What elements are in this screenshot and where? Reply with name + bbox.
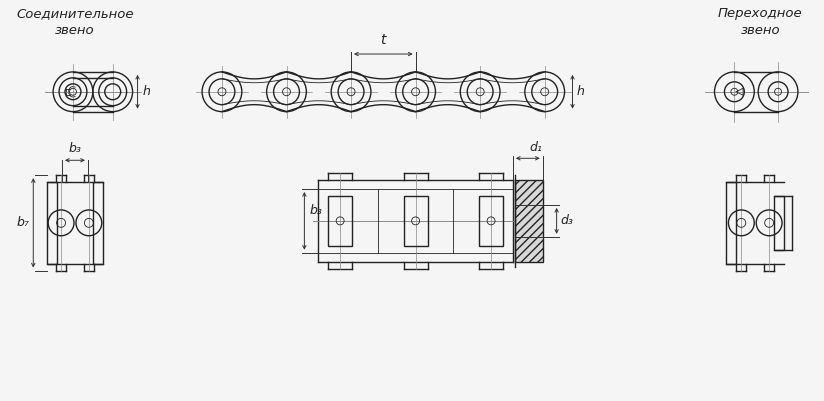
Text: b₃: b₃ (68, 142, 82, 155)
Text: d₃: d₃ (560, 215, 574, 227)
Bar (328, 196, 352, 246)
Bar (515, 180, 543, 261)
Text: t: t (381, 33, 386, 47)
Text: Соединительное
звено: Соединительное звено (16, 7, 133, 37)
Text: h: h (143, 85, 151, 98)
Text: Переходное
звено: Переходное звено (718, 7, 803, 37)
Bar (404, 196, 428, 246)
Bar (774, 196, 784, 250)
Bar (47, 182, 57, 263)
Text: d₁: d₁ (529, 141, 542, 154)
Text: b₃: b₃ (309, 205, 322, 217)
Bar (93, 182, 103, 263)
Text: b₇: b₇ (16, 217, 30, 229)
Bar (727, 182, 737, 263)
Bar (480, 196, 503, 246)
Text: h: h (577, 85, 584, 98)
